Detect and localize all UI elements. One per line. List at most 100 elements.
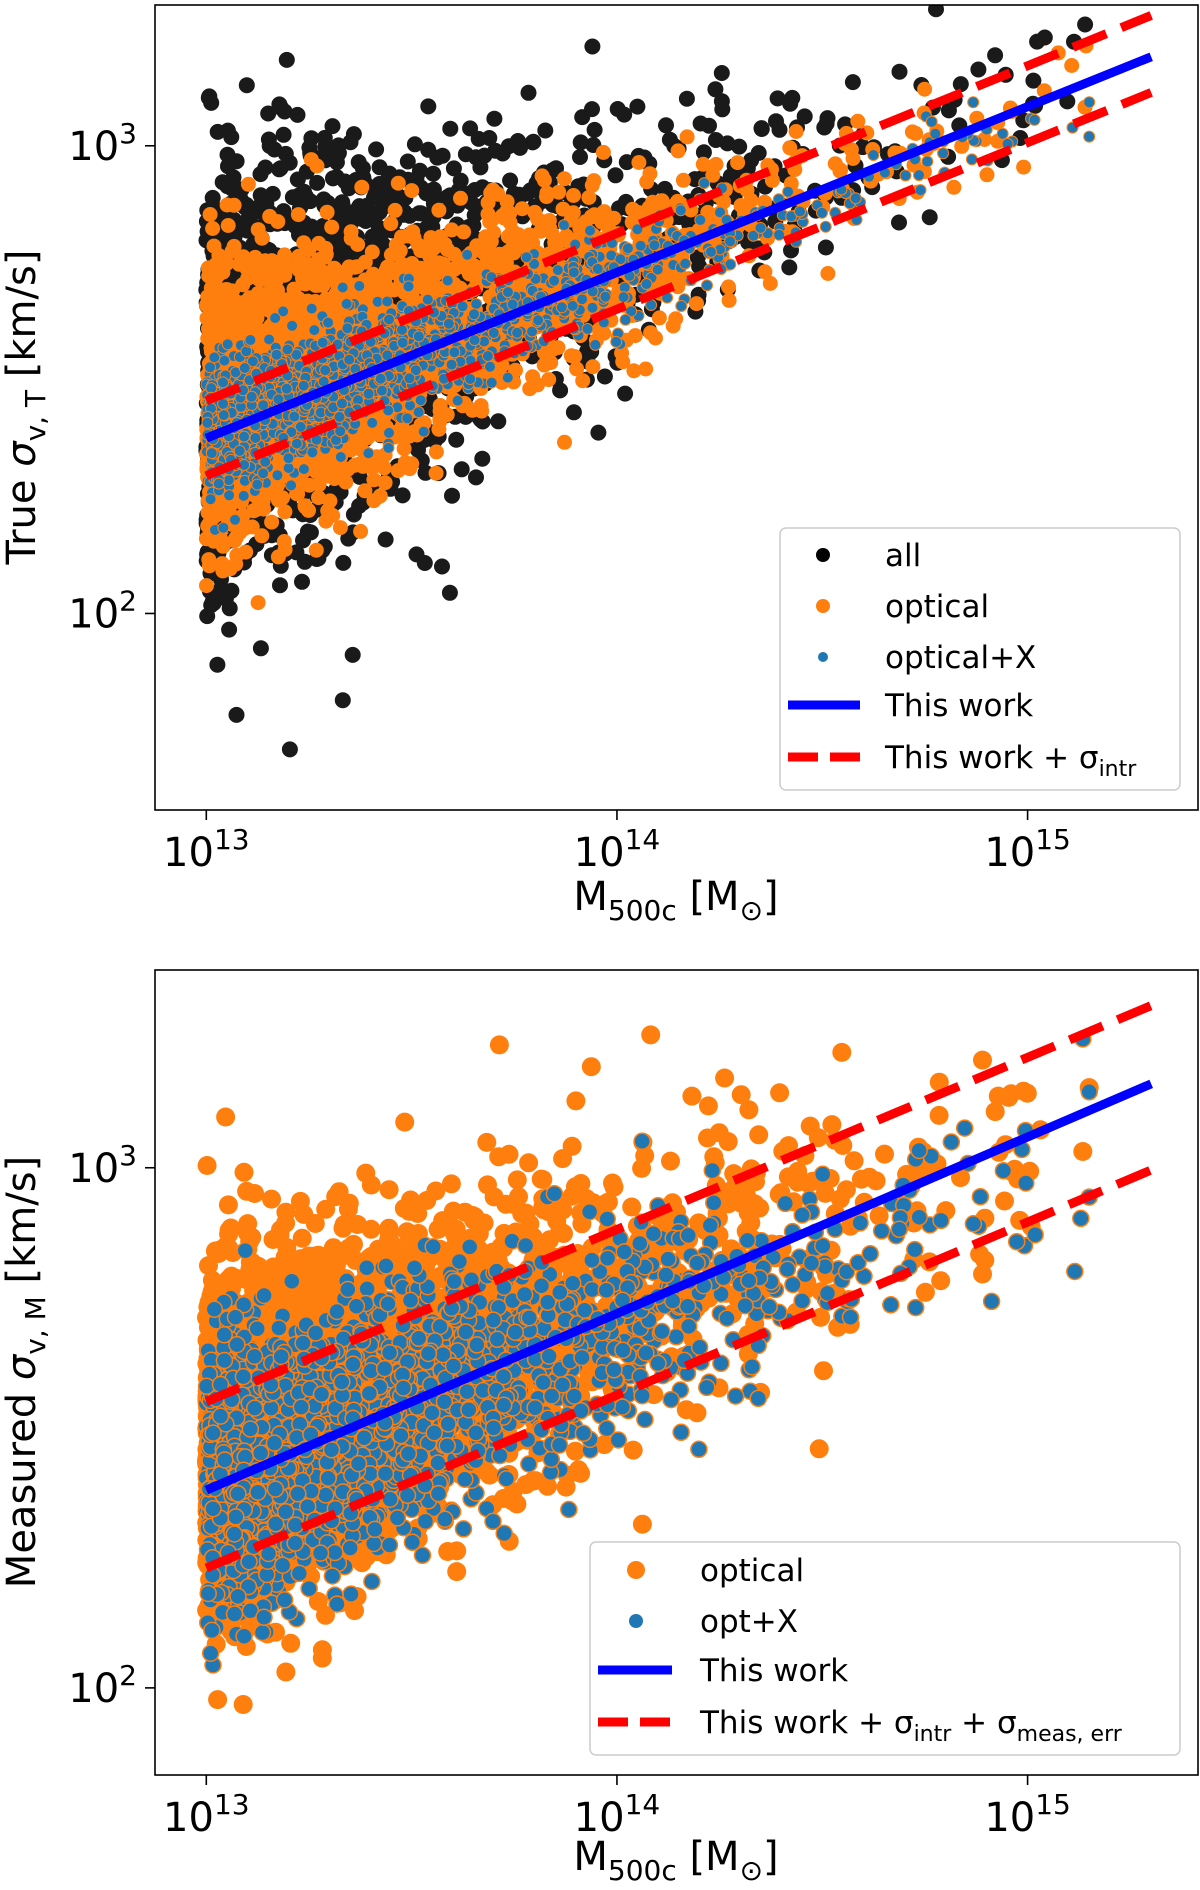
scatter-point xyxy=(223,582,240,599)
scatter-point xyxy=(406,230,422,246)
scatter-point xyxy=(529,211,545,227)
scatter-point xyxy=(502,172,519,189)
scatter-point xyxy=(431,421,447,437)
scatter-point xyxy=(453,461,470,478)
scatter-point xyxy=(335,554,352,571)
scatter-point xyxy=(502,205,518,221)
scatter-point xyxy=(411,162,428,179)
scatter-point xyxy=(609,101,626,117)
scatter-point xyxy=(200,89,217,106)
scatter-point xyxy=(1083,130,1096,143)
scatter-point xyxy=(273,100,290,116)
scatter-point xyxy=(222,498,238,514)
scatter-point xyxy=(239,261,255,277)
scatter-point xyxy=(300,256,316,272)
scatter-point xyxy=(469,275,485,291)
scatter-point xyxy=(536,357,552,373)
scatter-point xyxy=(350,237,366,252)
scatter-point xyxy=(250,595,266,611)
scatter-point xyxy=(404,183,420,199)
scatter-point xyxy=(222,561,238,577)
scatter-point xyxy=(442,120,459,137)
scatter-point xyxy=(272,577,288,594)
scatter-point xyxy=(656,180,673,197)
scatter-point xyxy=(209,656,226,673)
scatter-point xyxy=(581,190,597,205)
scatter-point xyxy=(721,279,736,295)
scatter-point xyxy=(364,244,380,260)
scatter-point xyxy=(596,204,612,220)
scatter-point xyxy=(301,502,316,518)
scatter-point xyxy=(480,195,496,211)
scatter-point xyxy=(349,259,365,275)
scatter-point xyxy=(539,189,554,205)
scatter-point xyxy=(446,246,462,262)
scatter-point xyxy=(743,152,760,169)
scatter-point xyxy=(353,280,366,292)
scatter-point xyxy=(468,469,484,486)
scatter-point xyxy=(308,542,324,558)
scatter-point xyxy=(937,147,950,160)
scatter-point xyxy=(788,124,804,139)
scatter-point xyxy=(533,223,549,239)
scatter-point xyxy=(452,172,469,189)
scatter-point xyxy=(340,180,357,197)
scatter-point xyxy=(832,163,848,179)
scatter-point xyxy=(473,398,489,414)
scatter-point xyxy=(565,205,581,221)
scatter-point xyxy=(572,149,588,165)
scatter-point xyxy=(301,139,318,156)
scatter-point xyxy=(261,266,277,282)
scatter-point xyxy=(252,640,269,657)
scatter-point xyxy=(551,184,567,200)
scatter-point xyxy=(254,528,270,544)
scatter-point xyxy=(295,270,310,286)
scatter-point xyxy=(586,121,603,138)
scatter-point xyxy=(642,166,658,182)
scatter-point xyxy=(417,464,434,481)
scatter-point xyxy=(410,441,426,458)
scatter-point xyxy=(347,457,363,473)
scatter-point xyxy=(202,207,218,222)
scatter-point xyxy=(229,513,241,526)
scatter-point xyxy=(383,216,399,232)
scatter-point xyxy=(585,359,601,375)
scatter-point xyxy=(377,531,394,548)
scatter-point xyxy=(413,243,429,259)
scatter-point xyxy=(377,475,393,491)
scatter-point xyxy=(290,207,306,223)
scatter-point xyxy=(730,155,746,171)
scatter-point xyxy=(565,404,582,421)
scatter-point xyxy=(434,558,450,575)
scatter-point xyxy=(845,151,861,166)
scatter-point xyxy=(218,327,234,342)
scatter-point xyxy=(350,200,366,217)
scatter-point xyxy=(434,235,450,251)
scatter-point xyxy=(928,5,944,18)
scatter-point xyxy=(301,477,317,493)
scatter-point xyxy=(325,170,341,187)
scatter-point xyxy=(367,181,384,198)
scatter-point xyxy=(263,287,279,303)
scatter-point xyxy=(1059,93,1076,110)
scatter-point xyxy=(319,204,335,220)
scatter-point xyxy=(220,158,236,175)
scatter-point xyxy=(466,207,483,224)
scatter-point xyxy=(258,486,274,502)
scatter-point xyxy=(403,458,418,474)
scatter-point xyxy=(689,296,704,312)
scatter-point xyxy=(921,209,938,226)
scatter-point xyxy=(423,182,439,199)
scatter-point xyxy=(1029,33,1046,50)
scatter-point xyxy=(364,228,381,245)
scatter-point xyxy=(444,222,460,238)
scatter-point xyxy=(205,221,221,236)
scatter-point xyxy=(224,243,240,259)
scatter-point xyxy=(200,260,216,276)
scatter-point xyxy=(353,523,369,539)
scatter-point xyxy=(368,141,385,158)
scatter-point xyxy=(658,117,674,134)
scatter-point xyxy=(324,219,340,235)
scatter-point xyxy=(399,153,416,170)
